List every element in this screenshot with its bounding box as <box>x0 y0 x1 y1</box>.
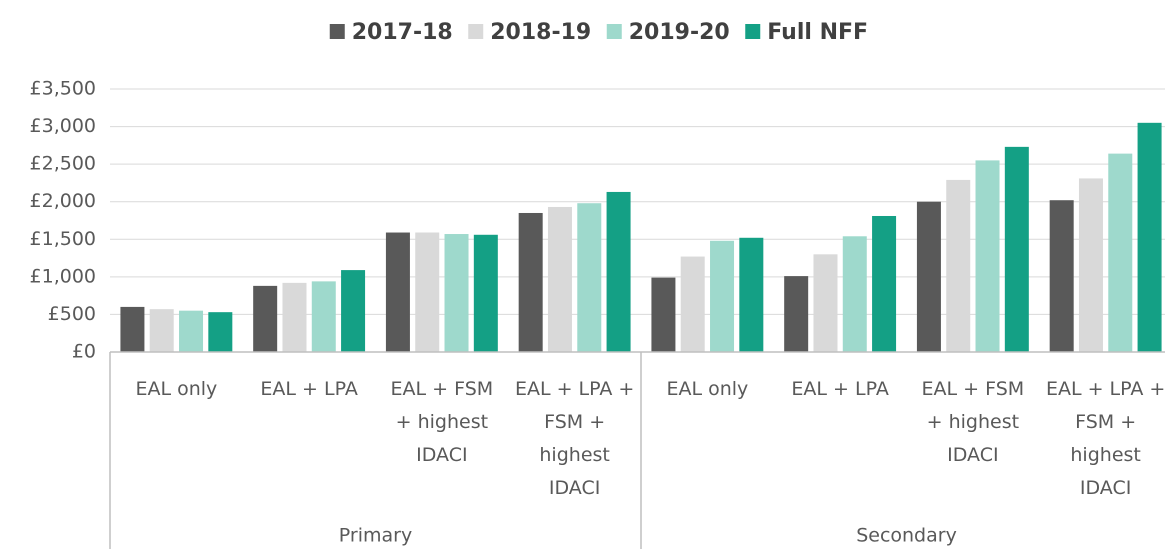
x-tick-label: EAL + LPA <box>791 378 889 400</box>
bar <box>120 306 145 352</box>
legend-swatch <box>606 24 622 39</box>
y-tick-label: £500 <box>48 303 96 325</box>
bar <box>179 310 204 352</box>
x-tick-label: EAL + LPA <box>260 378 358 400</box>
bar <box>1078 178 1103 352</box>
legend-label: 2019-20 <box>629 20 730 45</box>
x-tick-label: EAL + FSM + highest IDACI <box>390 378 494 466</box>
bar <box>282 282 307 352</box>
group-label: Primary <box>339 525 412 547</box>
bar <box>946 179 971 352</box>
y-tick-label: £0 <box>72 341 96 363</box>
bar <box>577 203 602 352</box>
bar <box>208 312 233 352</box>
bar <box>784 276 809 352</box>
legend-swatch <box>745 24 761 39</box>
bar <box>1049 200 1074 352</box>
bar <box>1004 146 1029 352</box>
bar <box>149 309 174 352</box>
bar <box>680 256 705 352</box>
bar <box>651 277 676 352</box>
legend-swatch <box>329 24 345 39</box>
y-tick-label: £1,500 <box>30 228 96 250</box>
bar <box>710 240 735 352</box>
legend-label: Full NFF <box>767 20 868 45</box>
y-tick-label: £3,000 <box>30 115 96 137</box>
bar <box>842 236 867 352</box>
bar <box>916 201 941 352</box>
x-tick-label: EAL only <box>666 378 749 400</box>
bar <box>385 232 410 352</box>
x-tick-label: EAL + LPA + FSM + highest IDACI <box>1045 378 1165 499</box>
bar <box>311 281 336 352</box>
bar <box>872 215 897 352</box>
bar <box>1137 122 1162 352</box>
bar <box>606 191 631 352</box>
bar <box>444 234 469 352</box>
legend-swatch <box>468 24 484 39</box>
bar <box>253 285 278 352</box>
y-tick-label: £2,000 <box>30 190 96 212</box>
bar <box>473 234 498 352</box>
x-tick-label: EAL only <box>135 378 218 400</box>
bar <box>547 206 572 352</box>
bar <box>341 270 366 352</box>
bar <box>813 254 838 352</box>
x-tick-label: EAL + LPA + FSM + highest IDACI <box>514 378 635 499</box>
bar <box>975 160 1000 352</box>
legend-label: 2018-19 <box>490 20 591 45</box>
y-tick-label: £2,500 <box>30 153 96 175</box>
group-label: Secondary <box>856 525 957 547</box>
bar <box>739 237 764 352</box>
x-tick-label: EAL + FSM + highest IDACI <box>921 378 1025 466</box>
y-tick-label: £3,500 <box>30 78 96 100</box>
bar <box>518 212 543 352</box>
legend-label: 2017-18 <box>352 20 453 45</box>
bar <box>415 232 440 352</box>
bar <box>1108 153 1133 352</box>
y-tick-label: £1,000 <box>30 265 96 287</box>
